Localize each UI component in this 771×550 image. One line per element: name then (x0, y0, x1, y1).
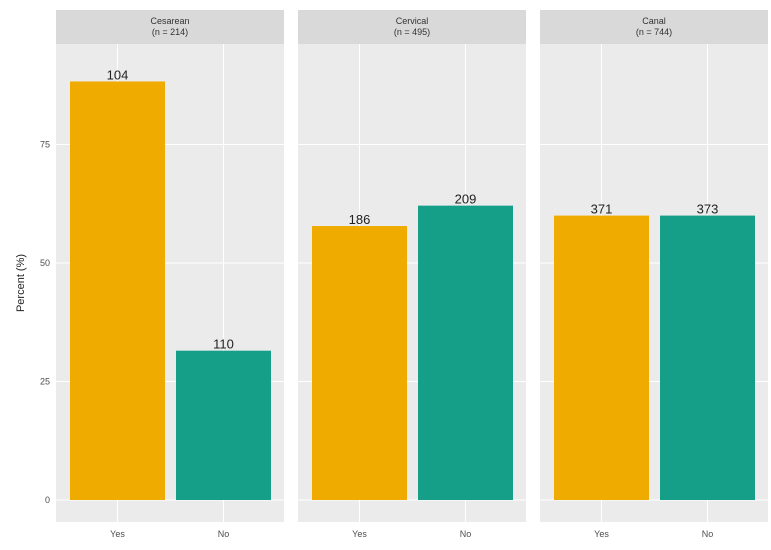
x-tick-label: Yes (594, 529, 609, 539)
x-tick-label: No (460, 529, 472, 539)
bar-no (176, 350, 271, 500)
bar-count-label: 373 (697, 202, 719, 217)
facet-title: Cesarean (150, 16, 189, 26)
facet-title: Canal (642, 16, 666, 26)
facet-strip (298, 10, 526, 44)
facet-panel: Cesarean(n = 214) 104 Yes 110 No (56, 10, 284, 539)
facet-subtitle: (n = 495) (394, 27, 430, 37)
y-tick-label: 75 (40, 140, 50, 150)
bar-yes (70, 81, 165, 500)
facet-panel: Canal(n = 744) 371 Yes 373 No (540, 10, 768, 539)
y-tick-label: 0 (45, 495, 50, 505)
bar-count-label: 110 (213, 337, 234, 352)
facet-subtitle: (n = 214) (152, 27, 188, 37)
x-tick-label: Yes (110, 529, 125, 539)
bar-count-label: 186 (349, 212, 371, 227)
bar-no (418, 205, 513, 500)
x-tick-label: Yes (352, 529, 367, 539)
bar-count-label: 209 (455, 192, 477, 207)
facet-panel: Cervical(n = 495) 186 Yes 209 No (298, 10, 526, 539)
x-tick-label: No (702, 529, 714, 539)
facet-strip (540, 10, 768, 44)
x-tick-label: No (218, 529, 230, 539)
y-axis-ticks: 0 25 50 75 (40, 140, 50, 506)
y-axis-title: Percent (%) (15, 254, 27, 312)
y-tick-label: 25 (40, 377, 50, 387)
bar-no (660, 215, 755, 500)
y-tick-label: 50 (40, 258, 50, 268)
facet-title: Cervical (396, 16, 429, 26)
bar-yes (312, 226, 407, 500)
bar-count-label: 104 (107, 67, 129, 82)
facet-strip (56, 10, 284, 44)
bar-count-label: 371 (591, 202, 613, 217)
facet-subtitle: (n = 744) (636, 27, 672, 37)
bar-yes (554, 215, 649, 500)
